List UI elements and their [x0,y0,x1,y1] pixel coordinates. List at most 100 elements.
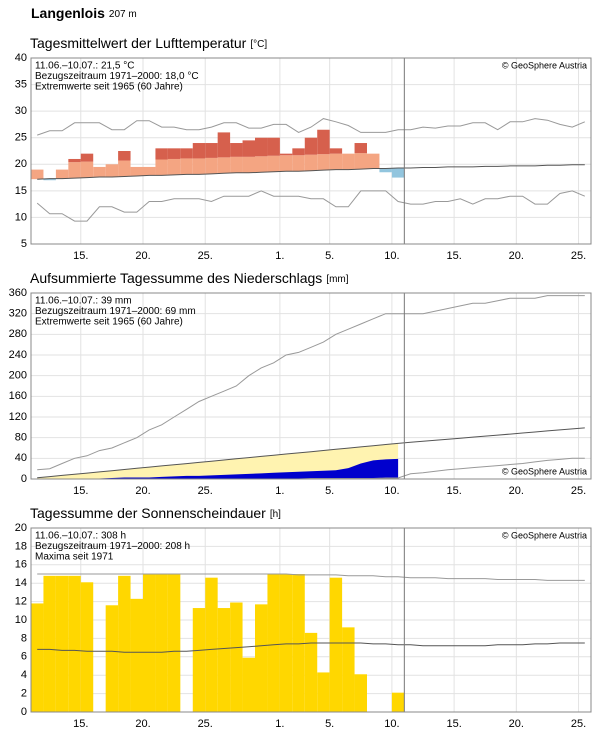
copyright: © GeoSphere Austria [502,530,587,540]
annotation: Bezugszeitraum 1971–2000: 69 mm [35,306,196,317]
x-tick-label: 25. [198,485,213,497]
bar-above [118,160,131,177]
bar-above [130,166,143,176]
bar-above [292,155,305,172]
bar-above [317,154,330,171]
bar [329,577,343,712]
bar-high [267,137,280,156]
bar-high [292,148,305,156]
annotation: 11.06.–10.07.: 308 h [35,531,126,542]
y-tick-label: 240 [9,349,27,361]
observed-area [37,458,399,479]
bar [130,598,143,712]
y-tick-label: 10 [15,211,27,223]
bar-above [192,158,206,175]
bar-above [105,164,119,178]
bar [279,574,293,712]
annotation: Extremwerte seit 1965 (60 Jahre) [35,82,183,93]
x-tick-label: 20. [135,250,150,262]
y-tick-label: 40 [15,52,27,64]
bar [354,674,367,712]
bar-high [242,140,255,157]
bar-high [68,158,81,163]
max-line [37,573,585,581]
bar [55,575,69,712]
x-tick-label: 5. [325,718,334,729]
plot-frame [30,527,592,713]
bar [68,575,81,712]
bar-above [367,153,380,169]
copyright: © GeoSphere Austria [502,466,587,476]
x-tick-label: 15. [446,250,461,262]
y-tick-label: 10 [15,614,27,626]
bar-above [354,153,367,170]
y-tick-label: 2 [21,688,27,700]
bar [192,608,206,712]
min-line [36,190,585,222]
bar-high [167,148,181,159]
annotation: Bezugszeitraum 1971–2000: 208 h [35,541,190,552]
y-tick-label: 12 [15,596,27,608]
y-tick-label: 200 [9,370,27,382]
x-tick-label: 15. [446,718,461,729]
y-tick-label: 15 [15,185,27,197]
annotation: Bezugszeitraum 1971–2000: 18,0 °C [35,71,199,82]
x-tick-label: 1. [275,250,284,262]
bar [230,602,243,712]
y-tick-label: 80 [15,432,27,444]
y-tick-label: 30 [15,105,27,117]
bar-above [167,158,181,175]
title-unit: [°C] [250,39,267,50]
title-text: Tagessumme der Sonnenscheindauer [30,505,266,521]
x-tick-label: 20. [509,250,524,262]
x-tick-label: 15. [446,485,461,497]
x-tick-label: 1. [275,718,284,729]
y-tick-label: 20 [15,158,27,170]
bar [118,575,131,712]
reference-line [37,164,585,180]
bar [304,632,318,712]
x-tick-label: 1. [275,485,284,497]
x-tick-label: 25. [198,250,213,262]
station-header: Langenlois 207 m [31,5,137,21]
y-tick-label: 35 [15,78,27,90]
y-tick-label: 4 [21,669,27,681]
bar [31,603,44,712]
bar-high [217,132,231,158]
bar-below [379,168,392,173]
bar-above [80,161,94,178]
bar [292,574,305,712]
y-tick-label: 8 [21,632,27,644]
x-tick-label: 25. [198,718,213,729]
y-tick-label: 280 [9,328,27,340]
y-tick-label: 6 [21,651,27,663]
title-text: Aufsummierte Tagessumme des Niederschlag… [30,270,322,286]
bar-high [354,143,367,154]
title-unit: [h] [270,509,281,520]
annotation: Extremwerte seit 1965 (60 Jahre) [35,317,183,328]
x-tick-label: 5. [325,250,334,262]
bar [155,574,168,712]
y-tick-label: 160 [9,390,27,402]
y-tick-label: 320 [9,308,27,320]
x-tick-label: 25. [571,718,586,729]
y-tick-label: 16 [15,559,27,571]
station-elevation: 207 m [109,9,137,20]
bar [105,605,119,712]
reference-line [37,427,585,479]
bar [167,574,181,712]
x-tick-label: 10. [384,485,399,497]
x-tick-label: 25. [571,250,586,262]
x-tick-label: 15. [73,718,88,729]
bar [217,608,231,712]
chart-title: Tagesmittelwert der Lufttemperatur [°C] [30,35,267,51]
x-tick-label: 20. [135,718,150,729]
x-tick-label: 10. [384,718,399,729]
bar-above [143,166,156,176]
x-tick-label: 10. [384,250,399,262]
bar-high [279,153,293,156]
bar-below [43,178,56,181]
x-tick-label: 25. [571,485,586,497]
bar-above [217,157,231,174]
